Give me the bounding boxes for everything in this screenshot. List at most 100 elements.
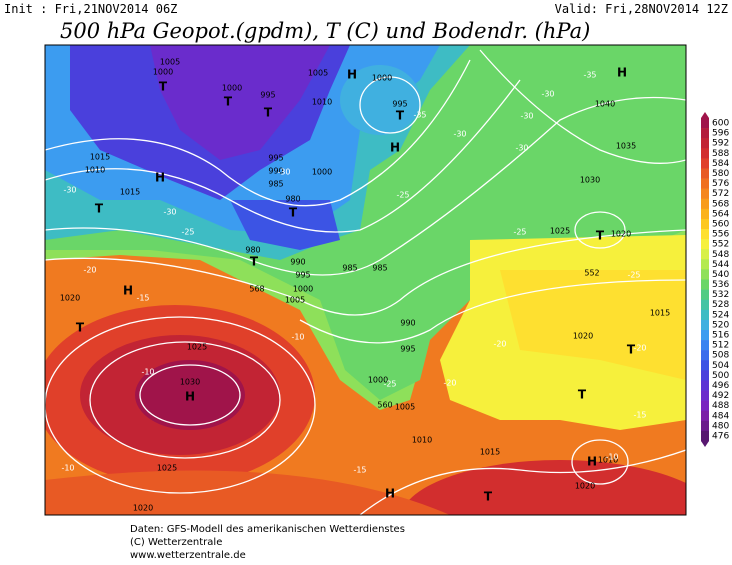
colorbar-label: 544 bbox=[712, 260, 729, 270]
colorbar-label: 512 bbox=[712, 341, 729, 351]
colorbar-label: 592 bbox=[712, 139, 729, 149]
isobar-label: 1015 bbox=[120, 188, 140, 197]
colorbar-swatch bbox=[701, 229, 709, 240]
colorbar-swatch bbox=[701, 299, 709, 311]
pressure-center: H bbox=[617, 66, 627, 80]
colorbar-swatch bbox=[701, 350, 709, 361]
isobar-label: 1005 bbox=[285, 296, 305, 305]
colorbar-label: 556 bbox=[712, 230, 729, 240]
colorbar: 6005965925885845805765725685645605565525… bbox=[701, 112, 729, 447]
pressure-center: H bbox=[123, 284, 133, 298]
temperature-label: -20 bbox=[443, 379, 456, 388]
temperature-label: -30 bbox=[277, 168, 290, 177]
pressure-center: H bbox=[155, 171, 165, 185]
colorbar-label: 564 bbox=[712, 209, 729, 219]
isobar-label: 1000 bbox=[222, 84, 242, 93]
map-field bbox=[45, 45, 686, 515]
colorbar-swatch bbox=[701, 128, 709, 139]
pressure-center: H bbox=[390, 141, 400, 155]
isobar-label: 985 bbox=[268, 180, 283, 189]
isobar-label: 990 bbox=[400, 319, 415, 328]
colorbar-swatch bbox=[701, 360, 709, 371]
colorbar-label: 560 bbox=[712, 219, 729, 229]
colorbar-label: 532 bbox=[712, 290, 729, 300]
colorbar-label: 600 bbox=[712, 119, 729, 129]
isobar-label: 995 bbox=[268, 154, 283, 163]
temperature-label: -30 bbox=[515, 144, 528, 153]
geopotential-label: 552 bbox=[584, 269, 599, 278]
colorbar-swatch bbox=[701, 390, 709, 401]
colorbar-label: 596 bbox=[712, 129, 729, 139]
colorbar-label: 480 bbox=[712, 421, 729, 431]
isobar-label: 995 bbox=[260, 91, 275, 100]
colorbar-label: 576 bbox=[712, 179, 729, 189]
pressure-center: H bbox=[587, 455, 597, 469]
colorbar-label: 572 bbox=[712, 189, 729, 199]
colorbar-label: 588 bbox=[712, 149, 729, 159]
pressure-center: T bbox=[95, 202, 104, 216]
pressure-center: T bbox=[76, 321, 85, 335]
colorbar-label: 484 bbox=[712, 411, 729, 421]
isobar-label: 1000 bbox=[153, 68, 173, 77]
colorbar-label: 536 bbox=[712, 280, 729, 290]
colorbar-swatch bbox=[701, 289, 709, 300]
temperature-label: -10 bbox=[141, 368, 154, 377]
colorbar-label: 488 bbox=[712, 401, 729, 411]
colorbar-swatch bbox=[701, 269, 709, 280]
colorbar-swatch bbox=[701, 309, 709, 321]
colorbar-swatch bbox=[701, 208, 709, 220]
isobar-label: 1010 bbox=[85, 166, 105, 175]
isobar-label: 1030 bbox=[580, 176, 600, 185]
footer-line: (C) Wetterzentrale bbox=[130, 537, 222, 548]
temperature-label: -20 bbox=[633, 344, 646, 353]
isobar-label: 995 bbox=[295, 271, 310, 280]
temperature-label: -30 bbox=[63, 186, 76, 195]
isobar-label: 1040 bbox=[595, 100, 615, 109]
colorbar-swatch bbox=[701, 249, 709, 260]
isobar-label: 1015 bbox=[650, 309, 670, 318]
isobar-label: 1000 bbox=[368, 376, 388, 385]
isobar-label: 990 bbox=[268, 167, 283, 176]
isobar-label: 1000 bbox=[312, 168, 332, 177]
colorbar-swatch bbox=[701, 218, 709, 230]
valid-time: Valid: Fri,28NOV2014 12Z bbox=[555, 2, 728, 16]
map-title: 500 hPa Geopot.(gpdm), T (C) und Bodendr… bbox=[60, 19, 590, 43]
temperature-label: -30 bbox=[453, 130, 466, 139]
temperature-label: -20 bbox=[493, 340, 506, 349]
isobar-label: 1020 bbox=[611, 230, 631, 239]
pressure-center: H bbox=[385, 487, 395, 501]
pressure-center: T bbox=[396, 109, 405, 123]
geopotential-label: 568 bbox=[249, 285, 264, 294]
temperature-label: -15 bbox=[633, 411, 646, 420]
colorbar-label: 580 bbox=[712, 169, 729, 179]
colorbar-swatch bbox=[701, 380, 709, 391]
pressure-center: T bbox=[264, 106, 273, 120]
colorbar-swatch bbox=[701, 168, 709, 179]
colorbar-swatch bbox=[701, 410, 709, 422]
footer-line: Daten: GFS-Modell des amerikanischen Wet… bbox=[130, 524, 405, 535]
pressure-center: H bbox=[185, 390, 195, 404]
colorbar-swatch bbox=[701, 239, 709, 250]
isobar-label: 1005 bbox=[308, 69, 328, 78]
footer-line: www.wetterzentrale.de bbox=[130, 550, 246, 561]
geopotential-label: 560 bbox=[377, 401, 392, 410]
temperature-label: -30 bbox=[520, 112, 533, 121]
isobar-label: 1010 bbox=[412, 436, 432, 445]
colorbar-swatch bbox=[701, 148, 709, 159]
colorbar-label: 500 bbox=[712, 371, 729, 381]
temperature-label: -20 bbox=[83, 266, 96, 275]
pressure-center: T bbox=[159, 80, 168, 94]
colorbar-swatch bbox=[701, 198, 709, 210]
colorbar-label: 584 bbox=[712, 159, 729, 169]
colorbar-label: 552 bbox=[712, 240, 729, 250]
temperature-label: -15 bbox=[353, 466, 366, 475]
isobar-label: 1025 bbox=[550, 227, 570, 236]
pressure-center: T bbox=[578, 388, 587, 402]
init-time: Init : Fri,21NOV2014 06Z bbox=[4, 2, 177, 16]
temperature-label: -35 bbox=[413, 111, 426, 120]
isobar-label: 1000 bbox=[293, 285, 313, 294]
temperature-label: -25 bbox=[513, 228, 526, 237]
temperature-label: -25 bbox=[627, 271, 640, 280]
temperature-label: -30 bbox=[163, 208, 176, 217]
